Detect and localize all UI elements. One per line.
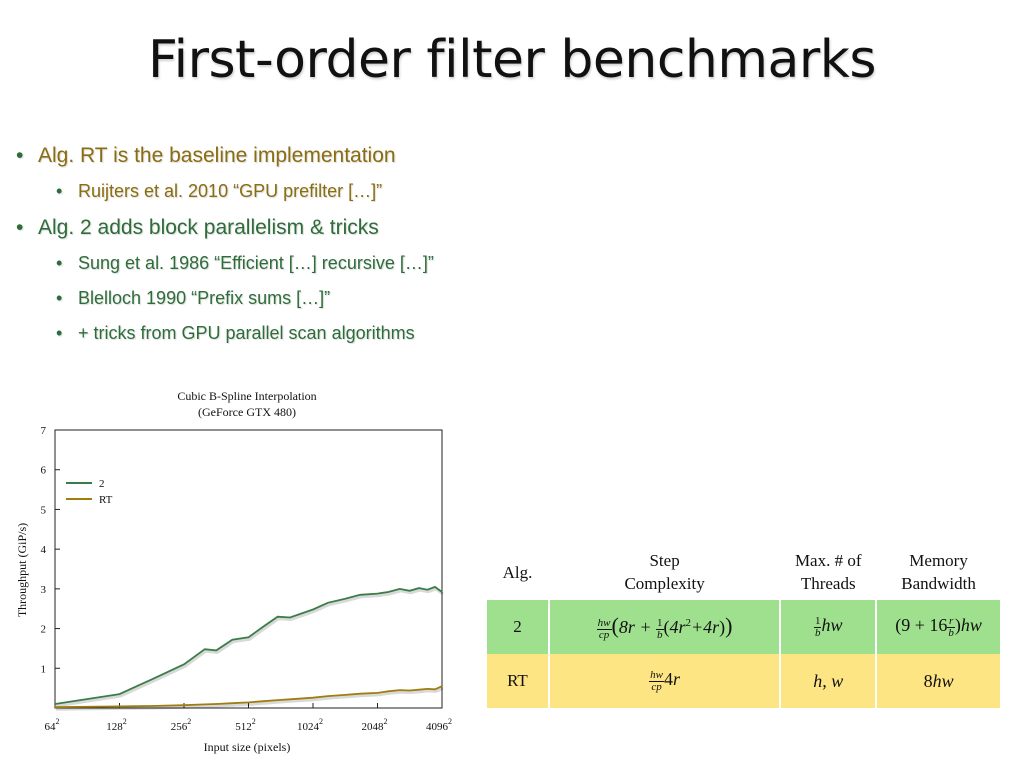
bullet-dot-icon: •: [16, 216, 24, 239]
cell-max-threads: h, w: [780, 654, 878, 708]
cell-alg: 2: [487, 600, 550, 654]
complexity-table: Alg. Step Complexity Max. # of Threads Mem…: [487, 544, 1002, 708]
bullet-text: + tricks from GPU parallel scan algorith…: [78, 323, 415, 343]
x-tick-label: 1282: [106, 717, 127, 733]
x-tick-label: 10242: [297, 717, 323, 733]
bullet-dot-icon: •: [56, 288, 63, 308]
sub-bullet-sung: • Sung et al. 1986 “Efficient […] recurs…: [16, 253, 916, 274]
header-alg: Alg.: [487, 544, 550, 600]
cell-memory-bandwidth: 8hw: [876, 654, 1002, 708]
bullet-text: Alg. RT is the baseline implementation: [38, 144, 396, 167]
citation-title: “GPU prefilter […]”: [228, 181, 383, 201]
plot-frame: [54, 429, 443, 709]
x-tick-label: 2562: [171, 717, 192, 733]
header-step-complexity: Step Complexity: [548, 544, 782, 600]
y-axis-label: Throughput (GiP/s): [15, 523, 29, 617]
sub-bullet-tricks: • + tricks from GPU parallel scan algori…: [16, 323, 916, 344]
y-tick-label: 6: [41, 465, 47, 477]
series-line-shadow: [55, 587, 444, 708]
table-row: 2 hw cp (8r + 1 b (4r2+4r)) 1 b hw (9 + 16 r b)h…: [487, 600, 1002, 654]
sub-bullet-ruijters: • Ruijters et al. 2010 “GPU prefilter [……: [16, 181, 916, 202]
series-line-rt: [54, 685, 443, 709]
bullet-text: Alg. 2 adds block parallelism & tricks: [38, 216, 379, 239]
citation-title: 1990 “Prefix sums […]”: [141, 288, 331, 308]
header-max-threads: Max. # of Threads: [780, 544, 878, 600]
citation-text: Sung et al. 1986 “Efficient […] recursiv…: [78, 253, 434, 273]
legend-label-2: 2: [99, 478, 105, 490]
axis-ticks: 1 2 3 4 5 6 7 642 1282 2562 5122 10242 20482 40962: [41, 425, 453, 733]
citation-author: Ruijters et al. 2010: [78, 181, 229, 201]
bullet-alg2: • Alg. 2 adds block parallelism & tricks: [16, 216, 916, 240]
bullet-dot-icon: •: [16, 144, 24, 167]
sub-bullet-blelloch: • Blelloch 1990 “Prefix sums […]”: [16, 288, 916, 309]
chart-title: Cubic B-Spline Interpolation: [177, 389, 316, 403]
y-tick-label: 1: [41, 663, 47, 675]
cell-memory-bandwidth: (9 + 16 r b)hw: [876, 600, 1002, 654]
x-axis-label: Input size (pixels): [204, 740, 291, 754]
legend-label-rt: RT: [99, 494, 113, 506]
bullet-dot-icon: •: [56, 323, 63, 343]
x-tick-label: 642: [45, 717, 60, 733]
chart-svg: Cubic B-Spline Interpolation (GeForce GT…: [15, 389, 453, 754]
bullet-dot-icon: •: [56, 253, 63, 273]
table-header-row: Alg. Step Complexity Max. # of Threads Mem…: [487, 544, 1002, 600]
y-tick-label: 4: [41, 544, 47, 556]
bullet-rt-baseline: • Alg. RT is the baseline implementation: [16, 144, 916, 168]
y-tick-label: 5: [41, 504, 47, 516]
header-memory-bandwidth: Memory Bandwidth: [876, 544, 1002, 600]
chart-subtitle: (GeForce GTX 480): [198, 405, 296, 419]
series-lines: [54, 585, 444, 711]
cell-step-complexity: hw cp 4r: [548, 654, 782, 708]
x-tick-label: 20482: [362, 717, 388, 733]
legend: 2 RT: [66, 478, 113, 506]
y-tick-label: 7: [41, 425, 47, 437]
series-line-shadow: [55, 686, 444, 711]
bullet-list: • Alg. RT is the baseline implementation…: [16, 144, 916, 358]
series-line-2: [54, 585, 443, 705]
cell-max-threads: 1 b hw: [780, 600, 878, 654]
cell-step-complexity: hw cp (8r + 1 b (4r2+4r)): [548, 600, 782, 654]
x-tick-label: 40962: [426, 717, 452, 733]
citation-author: Blelloch: [78, 288, 142, 308]
table-row: RT hw cp 4r h, w 8hw: [487, 654, 1002, 708]
bullet-dot-icon: •: [56, 181, 63, 201]
slide-title: First-order filter benchmarks: [148, 30, 876, 90]
y-tick-label: 3: [41, 584, 47, 596]
cell-alg: RT: [487, 654, 550, 708]
throughput-chart: Cubic B-Spline Interpolation (GeForce GT…: [0, 384, 480, 768]
y-tick-label: 2: [41, 624, 47, 636]
x-tick-label: 5122: [235, 717, 256, 733]
